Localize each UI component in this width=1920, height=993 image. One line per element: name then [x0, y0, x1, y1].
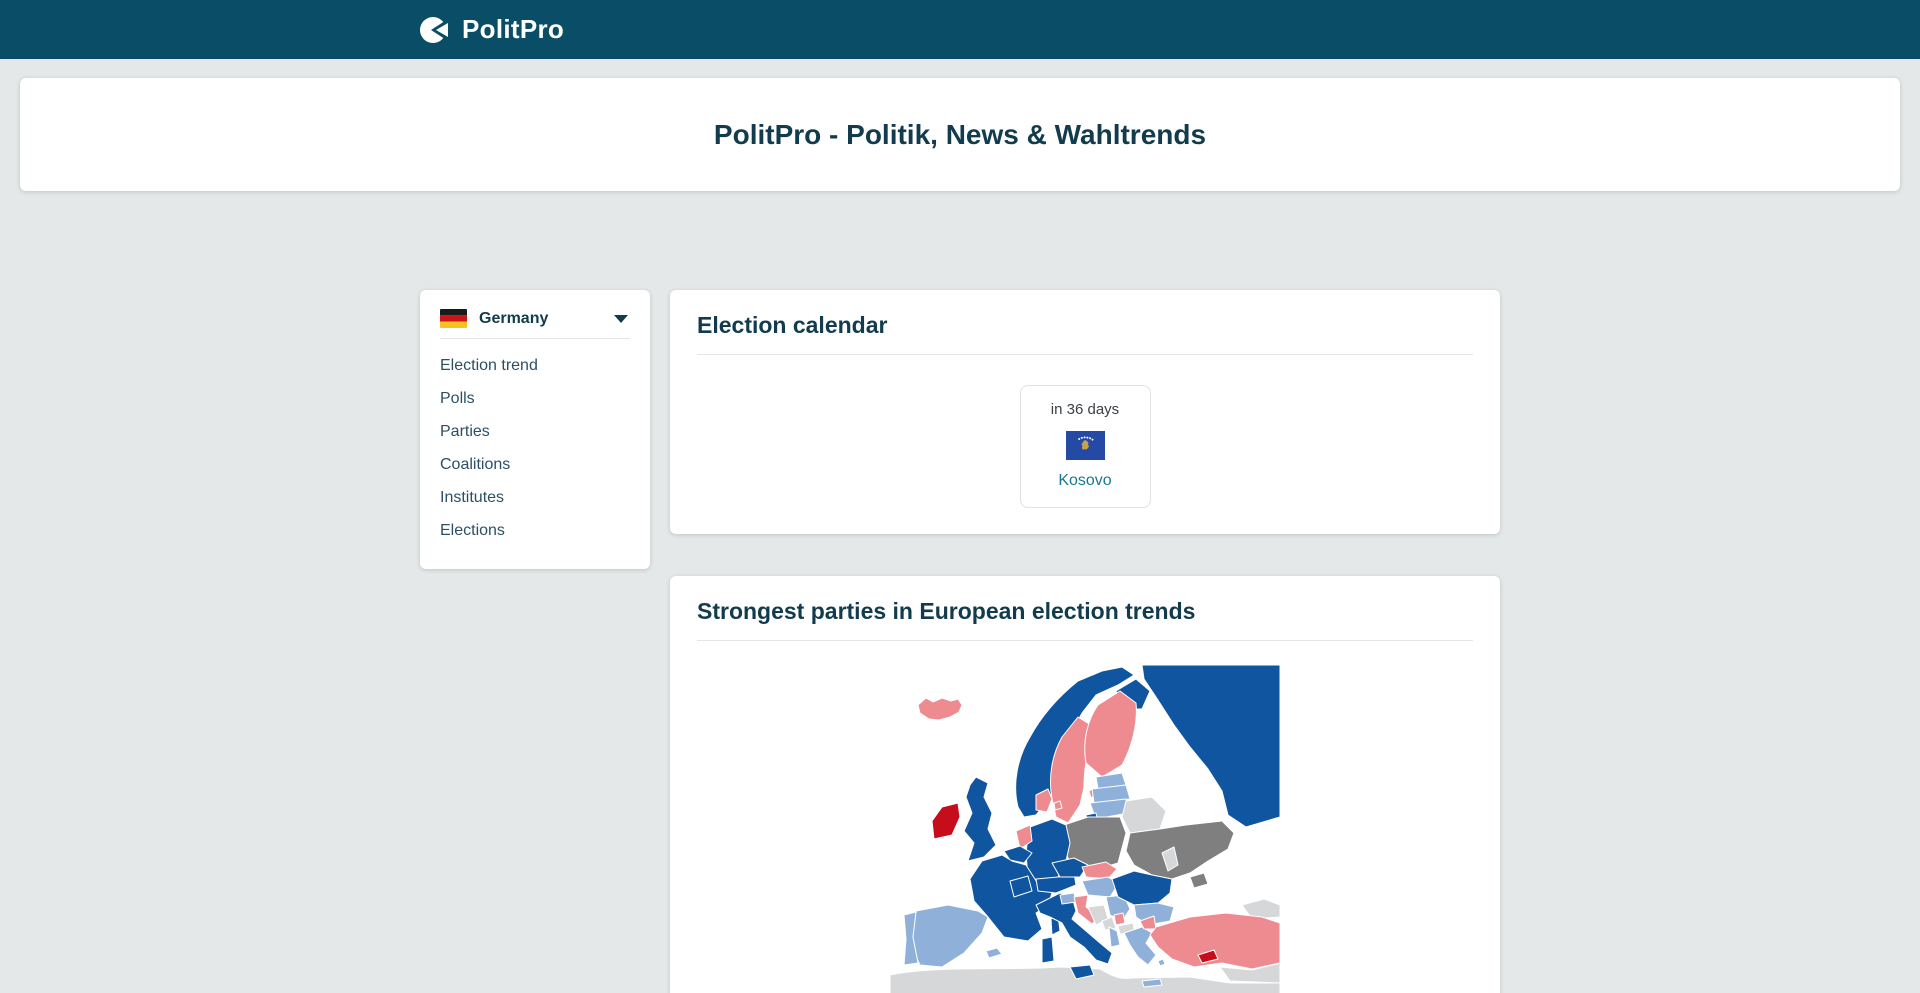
map-region-uk	[963, 776, 997, 862]
map-region-russia	[1141, 665, 1280, 828]
politpro-logo-icon[interactable]	[420, 15, 450, 45]
map-region-turkey	[1149, 912, 1280, 970]
map-region-romania	[1111, 870, 1173, 906]
map-region-latvia	[1091, 784, 1131, 804]
event-countdown: in 36 days	[1050, 401, 1120, 418]
hero-card: PolitPro - Politik, News & Wahltrends	[20, 78, 1900, 191]
map-region-ireland	[931, 802, 961, 840]
map-region-mideast	[1219, 922, 1280, 984]
map-region-netherlands	[1015, 824, 1033, 850]
sidebar-item-coalitions[interactable]: Coalitions	[440, 455, 511, 473]
sidebar-item-polls[interactable]: Polls	[440, 389, 475, 407]
election-event-card[interactable]: in 36 days Kosovo	[1019, 385, 1151, 508]
map-region-ukraine	[1125, 820, 1235, 880]
strongest-parties-title: Strongest parties in European election t…	[697, 598, 1196, 624]
strongest-parties-card: Strongest parties in European election t…	[670, 576, 1500, 993]
election-calendar-card: Election calendar in 36 days K	[670, 290, 1500, 534]
sidebar-item-institutes[interactable]: Institutes	[440, 488, 505, 506]
event-country-link[interactable]: Kosovo	[1058, 472, 1112, 489]
map-region-kosovo	[1113, 912, 1126, 926]
country-selector-label: Germany	[479, 309, 549, 327]
map-region-albania	[1108, 926, 1121, 948]
country-selector[interactable]: Germany	[440, 307, 630, 338]
map-region-slovakia	[1081, 861, 1118, 880]
map-region-sardinia	[1041, 936, 1055, 964]
card-divider	[697, 354, 1473, 355]
sidebar-item-elections[interactable]: Elections	[440, 521, 505, 539]
sidebar-divider	[440, 338, 630, 339]
map-region-crimea	[1189, 872, 1209, 889]
map-region-france	[969, 854, 1053, 942]
sidebar: Germany Election trend Polls Parties Coalit…	[420, 290, 650, 569]
map-region-iceland	[917, 697, 963, 721]
map-region-slovenia	[1059, 892, 1077, 905]
page-title: PolitPro - Politik, News & Wahltrends	[713, 118, 1207, 150]
map-region-portugal	[903, 911, 919, 966]
sidebar-nav: Election trend Polls Parties Coalitions Inst…	[440, 339, 630, 547]
map-region-montenegro	[1101, 916, 1117, 931]
card-divider	[697, 640, 1473, 641]
brand-name[interactable]: PolitPro	[462, 14, 565, 44]
map-region-switzerland	[1009, 875, 1033, 898]
map-region-crete	[1141, 978, 1163, 988]
sidebar-item-election-trend[interactable]: Election trend	[440, 356, 538, 374]
kosovo-flag-icon	[1065, 431, 1105, 460]
europe-choropleth-map[interactable]	[890, 665, 1280, 993]
map-region-sicily	[1069, 964, 1095, 980]
germany-flag-icon	[440, 309, 467, 328]
map-region-hungary	[1081, 876, 1120, 898]
chevron-down-icon	[614, 314, 628, 323]
map-region-balearics	[985, 947, 1003, 959]
map-region-cyprus	[1197, 949, 1219, 964]
map-region-finland	[1084, 690, 1137, 778]
sidebar-item-parties[interactable]: Parties	[440, 422, 490, 440]
map-region-denmark	[1035, 788, 1063, 813]
top-navbar: PolitPro	[0, 0, 1920, 59]
map-region-austria	[1035, 872, 1077, 894]
election-calendar-title: Election calendar	[697, 312, 888, 338]
map-region-belgium	[1003, 845, 1033, 864]
map-region-moldova	[1161, 846, 1179, 872]
